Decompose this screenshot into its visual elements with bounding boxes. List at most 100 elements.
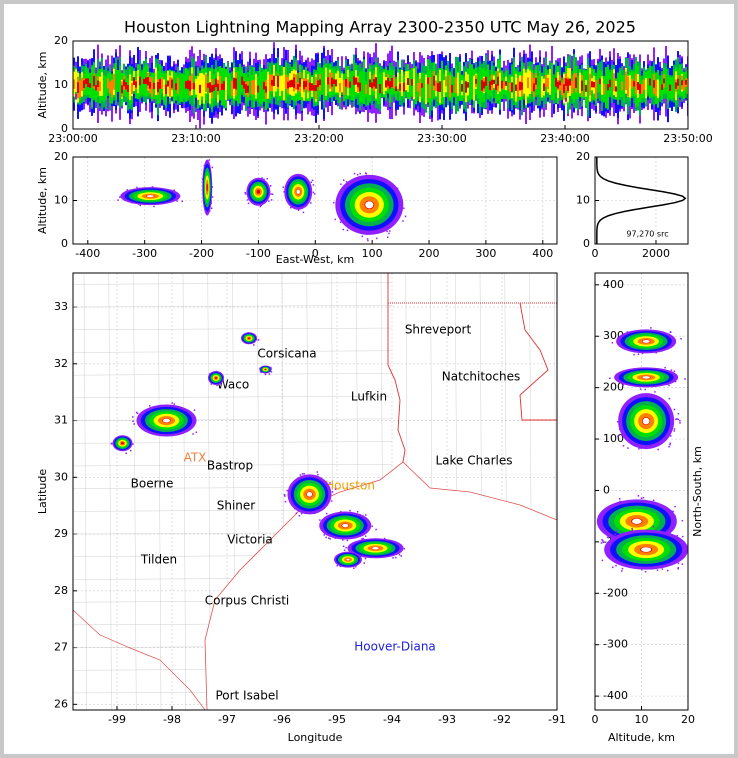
x-tick-label: -300 <box>132 247 157 260</box>
source-column <box>87 78 89 88</box>
place-label: Corpus Christi <box>205 594 290 608</box>
source-column <box>371 82 373 89</box>
county-line <box>73 327 393 331</box>
source-dot <box>153 205 155 208</box>
source-dot <box>371 525 373 528</box>
source-column <box>189 80 191 92</box>
y-tick-label: 20 <box>54 34 68 47</box>
source-dot <box>325 512 328 515</box>
source-dot <box>669 443 671 446</box>
x-tick-label: 23:10:00 <box>171 132 220 145</box>
source-density <box>131 402 198 437</box>
coastline <box>204 461 557 710</box>
source-dot <box>126 189 128 191</box>
x-tick-label: 23:00:00 <box>48 132 97 145</box>
source-dot <box>125 452 127 455</box>
x-tick-label: -94 <box>383 713 401 726</box>
source-column <box>167 80 169 87</box>
source-dot <box>136 186 138 189</box>
county-line <box>133 273 137 710</box>
source-column <box>465 81 467 93</box>
source-dot <box>631 527 633 530</box>
source-column <box>297 84 299 90</box>
x-tick-label: -100 <box>246 247 271 260</box>
source-dot <box>319 519 321 521</box>
source-column <box>367 68 369 106</box>
source-dot <box>211 186 214 188</box>
source-column <box>493 79 495 84</box>
source-density-core <box>296 189 300 194</box>
source-column <box>165 84 167 95</box>
source-column <box>397 72 399 89</box>
source-dot <box>173 189 175 191</box>
source-dot <box>313 193 316 195</box>
source-column <box>645 77 647 99</box>
source-column <box>135 81 137 88</box>
place-label: Corsicana <box>257 347 316 361</box>
source-dot <box>615 564 617 567</box>
source-dot <box>117 199 119 201</box>
source-dot <box>334 488 337 490</box>
source-column <box>485 76 487 86</box>
source-column <box>271 79 273 86</box>
source-column <box>529 70 531 95</box>
source-column <box>551 63 553 101</box>
source-dot <box>261 177 263 179</box>
y-tick-label: -400 <box>603 689 628 702</box>
source-density-core <box>641 547 652 552</box>
source-dot <box>641 352 644 355</box>
source-dot <box>673 370 676 372</box>
source-column <box>531 72 533 92</box>
source-dot <box>266 177 269 180</box>
county-line <box>83 273 87 710</box>
source-density-level <box>247 337 251 340</box>
source-dot <box>271 193 274 195</box>
source-dot <box>136 412 139 415</box>
source-column <box>73 79 75 89</box>
source-column <box>215 78 217 88</box>
source-density-level <box>121 442 124 445</box>
x-tick-label: 23:30:00 <box>417 132 466 145</box>
source-column <box>95 85 97 91</box>
source-dot <box>132 420 134 422</box>
source-column <box>283 66 285 101</box>
source-dot <box>680 337 682 340</box>
x-tick-label: 10 <box>635 713 649 726</box>
source-column <box>655 80 657 97</box>
county-line <box>73 486 393 489</box>
source-dot <box>361 538 363 540</box>
plot-frame <box>72 272 558 711</box>
source-column <box>249 69 251 96</box>
source-column <box>111 79 113 98</box>
source-column <box>171 79 173 89</box>
y-tick-label: -300 <box>603 638 628 651</box>
source-dot <box>346 229 349 232</box>
source-column <box>535 77 537 85</box>
source-column <box>615 86 617 92</box>
source-density <box>333 172 407 242</box>
source-count: 97,270 src <box>626 230 668 239</box>
source-dot <box>267 200 270 202</box>
source-column <box>495 84 497 90</box>
y-tick-label: 30 <box>54 470 68 483</box>
source-dot <box>375 528 377 531</box>
source-column <box>193 82 195 90</box>
source-column <box>423 73 425 102</box>
title: Houston Lightning Mapping Array 2300-235… <box>124 18 636 37</box>
source-column <box>659 80 661 97</box>
source-column <box>211 85 213 93</box>
county-line <box>73 282 393 285</box>
source-dot <box>210 207 213 209</box>
source-dot <box>611 342 614 344</box>
source-dot <box>149 405 151 407</box>
source-column <box>649 78 651 86</box>
source-column <box>651 73 653 98</box>
source-column <box>585 84 587 92</box>
source-dot <box>284 500 287 503</box>
source-column <box>303 81 305 90</box>
county-line <box>73 373 393 376</box>
x-tick-label: -98 <box>163 713 181 726</box>
source-dot <box>668 446 670 448</box>
source-dot <box>366 238 369 240</box>
source-column <box>143 78 145 84</box>
